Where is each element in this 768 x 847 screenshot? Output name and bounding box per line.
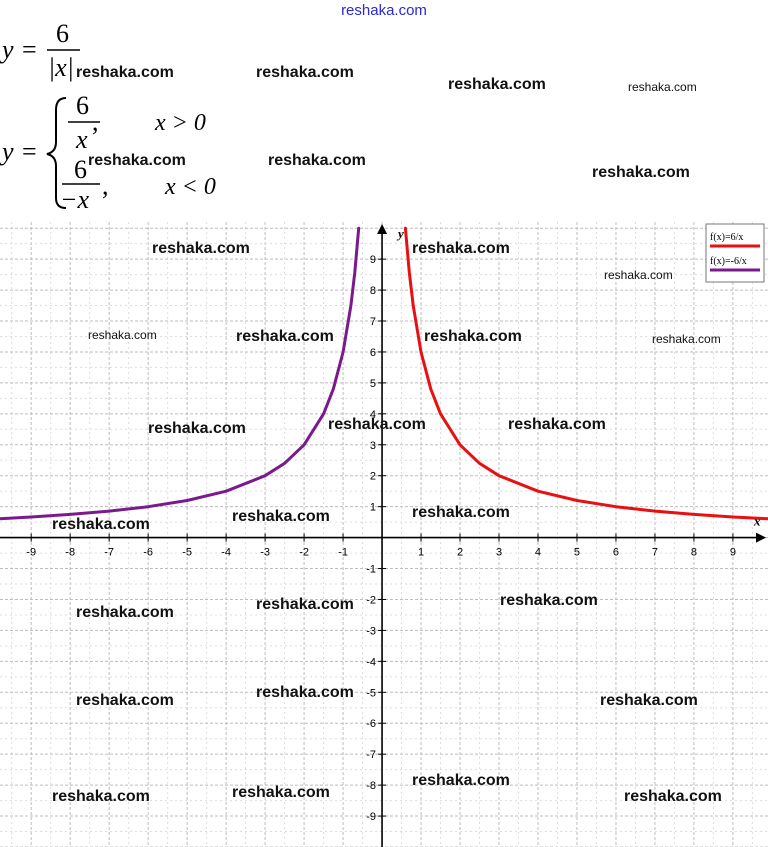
watermark: reshaka.com xyxy=(76,692,174,709)
y-tick-label: 1 xyxy=(370,502,376,514)
x-tick-label: -1 xyxy=(338,547,348,559)
case1-num: 6 xyxy=(76,91,89,120)
x-tick-label: -7 xyxy=(104,547,114,559)
y-tick-label: 9 xyxy=(370,254,376,266)
x-tick-label: -3 xyxy=(260,547,270,559)
y-tick-label: -9 xyxy=(366,811,376,823)
y-tick-label: -6 xyxy=(366,718,376,730)
case1-comma: , xyxy=(92,107,99,136)
legend-box xyxy=(705,223,765,283)
x-tick-label: 5 xyxy=(574,547,580,559)
watermark: reshaka.com xyxy=(592,164,690,181)
legend-entry-1: f(x)=-6/x xyxy=(710,256,747,267)
x-tick-label: -9 xyxy=(26,547,36,559)
watermark: reshaka.com xyxy=(76,64,174,81)
watermark: reshaka.com xyxy=(52,516,150,533)
watermark: reshaka.com xyxy=(88,152,186,169)
watermark: reshaka.com xyxy=(52,788,150,805)
y-tick-label: -5 xyxy=(366,687,376,699)
y-tick-label: -8 xyxy=(366,780,376,792)
axes: xy xyxy=(0,224,766,847)
y-tick-label: 6 xyxy=(370,347,376,359)
legend: f(x)=6/x f(x)=-6/x xyxy=(705,223,765,283)
watermark: reshaka.com xyxy=(256,684,354,701)
x-tick-label: -2 xyxy=(299,547,309,559)
x-tick-label: 8 xyxy=(691,547,697,559)
watermark: reshaka.com xyxy=(148,420,246,437)
series-lines xyxy=(0,226,768,521)
watermark: reshaka.com xyxy=(652,332,721,346)
y-tick-label: -4 xyxy=(366,656,376,668)
watermark: reshaka.com xyxy=(412,772,510,789)
watermark: reshaka.com xyxy=(424,328,522,345)
watermark: reshaka.com xyxy=(600,692,698,709)
y-tick-label: 2 xyxy=(370,471,376,483)
watermark: reshaka.com xyxy=(88,328,157,342)
watermark: reshaka.com xyxy=(624,788,722,805)
series-line-0 xyxy=(403,226,768,521)
watermark: reshaka.com xyxy=(604,268,673,282)
x-tick-label: 3 xyxy=(496,547,502,559)
case2-num: 6 xyxy=(74,155,87,184)
x-tick-label: 6 xyxy=(613,547,619,559)
watermark: reshaka.com xyxy=(412,240,510,257)
case2-den: −x xyxy=(60,185,90,214)
y-tick-label: 8 xyxy=(370,285,376,297)
x-tick-label: 9 xyxy=(730,547,736,559)
formula-block: y = 6 |x| y = 6 x , x > 0 6 −x , x < 0 xyxy=(0,19,216,214)
watermark: reshaka.com xyxy=(268,152,366,169)
y-tick-label: -7 xyxy=(366,749,376,761)
legend-entry-0: f(x)=6/x xyxy=(710,232,743,243)
formula-eq-2: = xyxy=(22,137,37,166)
y-tick-label: -2 xyxy=(366,594,376,606)
formula-lhs-1: y xyxy=(0,35,14,64)
x-tick-label: -5 xyxy=(182,547,192,559)
x-tick-label: -8 xyxy=(65,547,75,559)
grid xyxy=(0,222,768,847)
site-title[interactable]: reshaka.com xyxy=(341,2,427,19)
brace xyxy=(46,97,67,209)
x-tick-label: 1 xyxy=(418,547,424,559)
formula-lhs-2: y xyxy=(0,137,14,166)
watermark: reshaka.com xyxy=(236,328,334,345)
watermark: reshaka.com xyxy=(628,80,697,94)
x-tick-label: 7 xyxy=(652,547,658,559)
y-tick-label: 7 xyxy=(370,316,376,328)
x-axis-arrow xyxy=(756,532,766,543)
watermark: reshaka.com xyxy=(232,508,330,525)
watermark: reshaka.com xyxy=(232,784,330,801)
case2-cond: x < 0 xyxy=(164,174,216,200)
formula-den: |x| xyxy=(48,53,74,82)
watermark: reshaka.com xyxy=(500,592,598,609)
y-tick-label: 4 xyxy=(370,409,376,421)
formula-eq-1: = xyxy=(22,35,37,64)
series-line-1 xyxy=(0,226,361,521)
x-axis-label: x xyxy=(753,514,761,529)
watermark: reshaka.com xyxy=(412,504,510,521)
watermark: reshaka.com xyxy=(256,64,354,81)
watermark: reshaka.com xyxy=(76,604,174,621)
y-tick-label: -1 xyxy=(366,564,376,576)
watermark: reshaka.com xyxy=(152,240,250,257)
x-tick-label: 2 xyxy=(457,547,463,559)
watermark: reshaka.com xyxy=(448,76,546,93)
hyperbola-chart: xy -9 -8 -7 -6 -5 -4 -3 -2 -1 1 2 3 4 5 6 7 8 9-9-8-7-6-5… xyxy=(0,222,768,847)
watermark: reshaka.com xyxy=(508,416,606,433)
y-tick-label: -3 xyxy=(366,625,376,637)
case2-comma: , xyxy=(102,171,109,200)
watermark: reshaka.com xyxy=(328,416,426,433)
x-tick-label: -6 xyxy=(143,547,153,559)
case1-den: x xyxy=(75,125,88,154)
y-tick-label: 5 xyxy=(370,378,376,390)
watermark: reshaka.com xyxy=(256,596,354,613)
x-tick-label: -4 xyxy=(221,547,231,559)
y-axis-label: y xyxy=(396,226,404,241)
y-tick-label: 3 xyxy=(370,440,376,452)
y-axis-arrow xyxy=(377,224,388,234)
formula-num: 6 xyxy=(56,19,69,48)
case1-cond: x > 0 xyxy=(154,110,206,136)
tick-labels: -9 -8 -7 -6 -5 -4 -3 -2 -1 1 2 3 4 5 6 7 8 9 -9 -8 -7 -6 -5 -4 -… xyxy=(26,254,736,823)
x-tick-label: 4 xyxy=(535,547,541,559)
